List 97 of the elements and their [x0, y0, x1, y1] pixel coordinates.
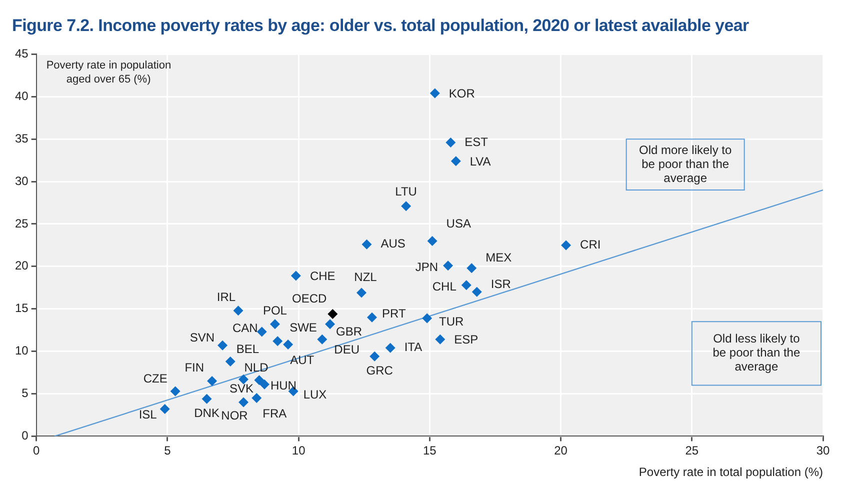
- point: [427, 236, 438, 246]
- data-label: EST: [464, 134, 489, 149]
- point: [561, 240, 572, 250]
- point: [385, 342, 396, 353]
- data-label: JPN: [415, 260, 438, 274]
- point: [225, 356, 236, 366]
- point: [430, 88, 440, 98]
- point: [370, 351, 380, 362]
- y-tick-label: 10: [14, 344, 29, 358]
- point: [422, 313, 432, 324]
- point: [218, 340, 228, 350]
- data-label: LVA: [470, 154, 491, 168]
- x-tick-label: 0: [33, 444, 40, 458]
- y-tick-label: 40: [14, 88, 29, 103]
- point: [160, 404, 170, 414]
- data-label: TUR: [439, 314, 464, 329]
- data-label: CZE: [143, 372, 168, 386]
- x-tick-label: 5: [164, 444, 172, 458]
- point: [450, 156, 461, 166]
- data-label: DNK: [194, 406, 220, 420]
- point: [202, 394, 212, 404]
- data-label: DEU: [334, 342, 360, 357]
- x-tick-label: 25: [685, 444, 699, 458]
- point: [233, 306, 244, 316]
- data-label: NZL: [354, 270, 378, 284]
- data-label: ISL: [138, 407, 158, 422]
- data-label: LUX: [303, 388, 327, 402]
- point: [270, 319, 280, 330]
- point: [362, 239, 372, 250]
- point: [328, 308, 338, 319]
- y-tick-label: 0: [22, 428, 29, 443]
- x-tick-label: 15: [422, 444, 437, 458]
- y-tick-label: 35: [14, 131, 29, 146]
- x-axis-title: Poverty rate in total population (%): [638, 465, 823, 480]
- y-tick-label: 20: [14, 258, 29, 273]
- x-tick-label: 20: [554, 444, 568, 458]
- point: [317, 334, 328, 344]
- point: [259, 379, 270, 390]
- point: [290, 270, 301, 281]
- x-tick-label: 30: [816, 444, 830, 458]
- data-label: SWE: [290, 320, 317, 334]
- point: [401, 201, 412, 212]
- point: [238, 397, 248, 408]
- point: [461, 280, 472, 290]
- data-label: PRT: [382, 306, 406, 321]
- annotation: Old less likely to be poor than the average: [712, 332, 800, 374]
- data-label: CAN: [232, 321, 258, 336]
- data-label: OECD: [292, 291, 327, 306]
- data-label: IRL: [216, 290, 236, 304]
- data-label: NOR: [221, 408, 248, 423]
- data-label: GBR: [336, 324, 362, 338]
- data-label: CHE: [310, 269, 336, 284]
- data-label: ITA: [404, 340, 422, 354]
- point: [446, 137, 456, 148]
- point: [254, 375, 264, 386]
- point: [443, 260, 454, 271]
- data-label: SVN: [190, 330, 215, 345]
- data-label: ESP: [454, 332, 478, 347]
- annotation: Old more likely to be poor than the average: [638, 142, 732, 185]
- y-tick-label: 30: [14, 174, 29, 188]
- point: [207, 376, 218, 386]
- point: [252, 393, 262, 403]
- point: [435, 334, 446, 344]
- data-label: HUN: [270, 378, 296, 393]
- data-label: AUT: [290, 352, 315, 367]
- point: [238, 374, 248, 384]
- data-label: POL: [262, 303, 288, 318]
- point: [466, 263, 477, 274]
- data-label: AUS: [380, 236, 406, 251]
- data-label: CRI: [580, 238, 601, 252]
- y-tick-label: 25: [14, 216, 29, 230]
- data-label: CHL: [432, 279, 457, 294]
- data-label: BEL: [236, 342, 260, 356]
- y-axis-title: Poverty rate in population aged over 65 (%): [46, 60, 172, 86]
- point: [272, 336, 283, 346]
- chart-title: Figure 7.2. Income poverty rates by age: older vs. total population, 2020 or latest available year: [11, 15, 750, 37]
- data-label: FIN: [184, 360, 204, 374]
- point: [170, 386, 180, 396]
- point: [283, 340, 294, 350]
- point: [325, 319, 336, 330]
- y-tick-label: 15: [14, 301, 29, 316]
- data-label: GRC: [366, 364, 394, 378]
- point: [366, 312, 377, 322]
- y-tick-label: 45: [14, 46, 29, 61]
- point: [256, 326, 267, 337]
- data-label: NLD: [244, 360, 269, 374]
- data-label: FRA: [262, 406, 287, 420]
- data-label: ISR: [490, 277, 512, 292]
- data-label: KOR: [448, 86, 476, 101]
- point: [472, 286, 482, 297]
- data-label: LTU: [395, 184, 417, 198]
- data-label: USA: [446, 216, 471, 230]
- data-label: SVK: [229, 382, 254, 396]
- y-tick-label: 5: [22, 386, 29, 400]
- data-label: MEX: [486, 250, 512, 264]
- x-tick-label: 10: [292, 444, 306, 458]
- point: [356, 288, 366, 298]
